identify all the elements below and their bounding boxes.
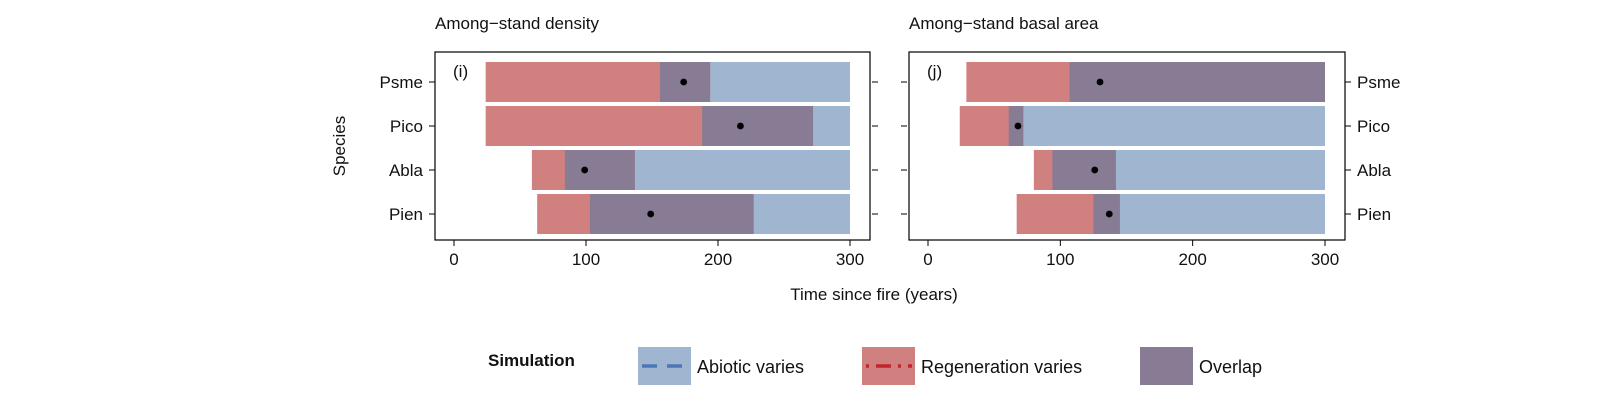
point-pico	[737, 122, 744, 130]
bar-overlap-abla	[564, 150, 635, 190]
x-tick-label: 200	[704, 250, 732, 269]
bar-overlap-pien	[589, 194, 754, 234]
y-tick-label-psme: Psme	[380, 73, 423, 92]
point-psme	[1096, 78, 1104, 86]
y-tick-label-abla: Abla	[389, 161, 424, 180]
legend-key-overlap	[1140, 347, 1193, 385]
bar-overlap-abla	[1052, 150, 1116, 190]
panel-tag: (i)	[453, 62, 468, 81]
x-tick-label: 300	[1311, 250, 1339, 269]
x-tick-label: 300	[836, 250, 864, 269]
y-tick-label-pien: Pien	[1357, 205, 1391, 224]
panel-tag: (j)	[927, 62, 942, 81]
plot-frame	[908, 51, 1346, 241]
y-axis-title: Species	[330, 116, 349, 176]
panel-density: Among−stand density (i) Psme Pico Abla Pien 0 1…	[380, 14, 878, 269]
point-abla	[581, 166, 589, 174]
y-tick-label-pien: Pien	[389, 205, 423, 224]
panel-title: Among−stand basal area	[909, 14, 1099, 33]
x-tick-label: 200	[1178, 250, 1206, 269]
bar-overlap-psme	[1069, 62, 1325, 102]
panel-title: Among−stand density	[435, 14, 599, 33]
legend-label-overlap: Overlap	[1199, 357, 1262, 377]
y-tick-label-abla: Abla	[1357, 161, 1392, 180]
x-axis-title: Time since fire (years)	[790, 285, 958, 304]
y-tick-label-pico: Pico	[390, 117, 423, 136]
point-pien	[1105, 210, 1113, 218]
legend: Simulation Abiotic varies Regeneration va…	[488, 347, 1262, 385]
y-tick-label-psme: Psme	[1357, 73, 1400, 92]
bar-abiotic-pico	[1008, 106, 1325, 146]
bar-overlap-pico	[702, 106, 814, 146]
panel-basal-area: Among−stand basal area (j) Psme Pico Abla Pie…	[901, 14, 1400, 269]
x-tick-label: 0	[923, 250, 932, 269]
legend-label-regeneration: Regeneration varies	[921, 357, 1082, 377]
point-abla	[1091, 166, 1099, 174]
x-tick-label: 0	[449, 250, 458, 269]
y-tick-label-pico: Pico	[1357, 117, 1390, 136]
x-tick-label: 100	[1046, 250, 1074, 269]
x-tick-label: 100	[572, 250, 600, 269]
plot-frame	[434, 51, 871, 241]
legend-title: Simulation	[488, 351, 575, 370]
point-psme	[680, 78, 688, 86]
point-pico	[1014, 122, 1022, 130]
legend-label-abiotic: Abiotic varies	[697, 357, 804, 377]
point-pien	[647, 210, 655, 218]
bar-abiotic-pien	[1093, 194, 1325, 234]
